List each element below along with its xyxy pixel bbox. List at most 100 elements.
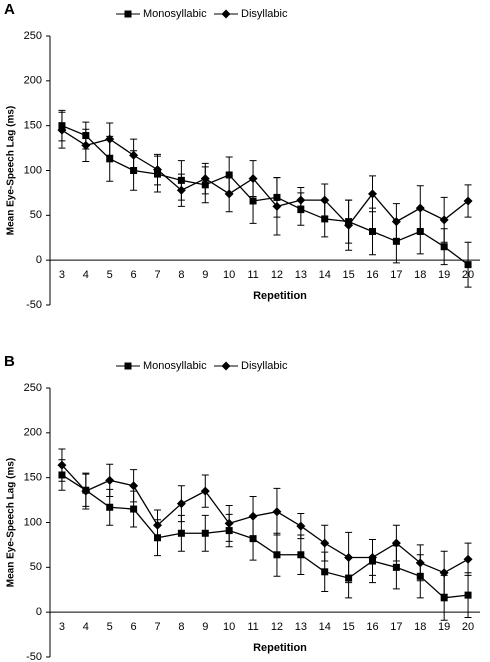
x-tick-label: 8 [178,269,184,281]
marker [201,529,209,537]
marker [57,460,67,470]
marker [297,551,305,559]
y-tick-label: 100 [24,164,42,176]
marker [344,220,354,230]
marker [153,165,162,175]
x-tick-label: 7 [154,269,160,281]
marker [249,197,257,205]
y-tick-label: 150 [24,120,42,132]
marker [176,499,186,509]
marker [221,361,231,371]
marker [416,227,424,235]
y-tick-label: 50 [30,209,42,221]
marker [369,227,376,235]
x-tick-label: 19 [438,621,450,633]
legend-label: Disyllabic [241,8,288,20]
marker [464,591,472,599]
marker [57,125,67,135]
x-tick-label: 3 [59,621,65,633]
marker [392,563,400,571]
marker [248,511,258,521]
x-tick-label: 14 [319,621,331,633]
marker [153,520,162,530]
x-tick-label: 14 [319,269,331,281]
marker [321,568,329,576]
legend-label: Disyllabic [241,360,288,372]
x-tick-label: 8 [178,621,184,633]
x-tick-label: 15 [342,621,354,633]
marker [248,174,258,184]
y-tick-label: 200 [24,427,42,439]
x-tick-label: 9 [202,621,208,633]
marker [320,538,330,548]
marker [320,195,330,205]
x-tick-label: 10 [223,269,235,281]
marker [130,505,138,513]
marker [225,171,233,179]
x-axis-label: Repetition [253,642,307,654]
marker [344,552,354,562]
x-tick-label: 4 [83,621,89,633]
y-tick-label: 250 [24,382,42,394]
x-tick-label: 5 [107,621,113,633]
panel-label: A [4,1,15,18]
y-tick-label: -50 [26,299,42,311]
marker [124,362,132,370]
marker [273,551,281,559]
marker [368,189,377,199]
marker [415,558,425,568]
series-line [61,125,469,266]
marker [105,475,115,485]
y-tick-label: 100 [24,516,42,528]
x-tick-label: 17 [390,269,402,281]
marker [272,201,282,211]
y-tick-label: 200 [24,75,42,87]
marker [321,215,329,223]
marker [463,554,473,564]
x-tick-label: 7 [154,621,160,633]
marker [368,552,377,562]
x-tick-label: 4 [83,269,89,281]
x-tick-label: 11 [247,269,258,281]
marker [391,538,401,548]
y-tick-label: 150 [24,472,42,484]
panel-label: B [4,353,15,370]
x-tick-label: 15 [342,269,354,281]
marker [81,140,91,150]
y-axis-label: Mean Eye-Speech Lag (ms) [6,106,17,235]
marker [272,507,282,517]
marker [415,203,425,213]
marker [200,174,210,184]
marker [391,217,401,227]
legend-label: Monosyllabic [143,8,207,20]
marker [296,521,306,531]
marker [106,503,114,511]
x-tick-label: 18 [414,269,426,281]
x-tick-label: 12 [271,269,283,281]
x-tick-label: 13 [295,269,307,281]
x-tick-label: 19 [438,269,450,281]
y-tick-label: 0 [36,606,42,618]
x-tick-label: 12 [271,621,283,633]
x-tick-label: 16 [366,269,378,281]
x-tick-label: 3 [59,269,65,281]
x-tick-label: 18 [414,621,426,633]
x-tick-label: 11 [247,621,258,633]
x-tick-label: 10 [223,621,235,633]
marker [439,215,449,225]
x-tick-label: 9 [202,269,208,281]
marker [106,155,114,163]
x-tick-label: 16 [366,621,378,633]
series-line [61,129,469,227]
series-line [61,464,469,574]
marker [176,185,186,195]
marker [124,10,132,18]
y-axis-label: Mean Eye-Speech Lag (ms) [6,458,17,587]
marker [221,9,231,19]
x-tick-label: 20 [462,621,474,633]
marker [249,535,257,543]
marker [296,195,306,205]
marker [224,518,234,528]
x-tick-label: 13 [295,621,307,633]
